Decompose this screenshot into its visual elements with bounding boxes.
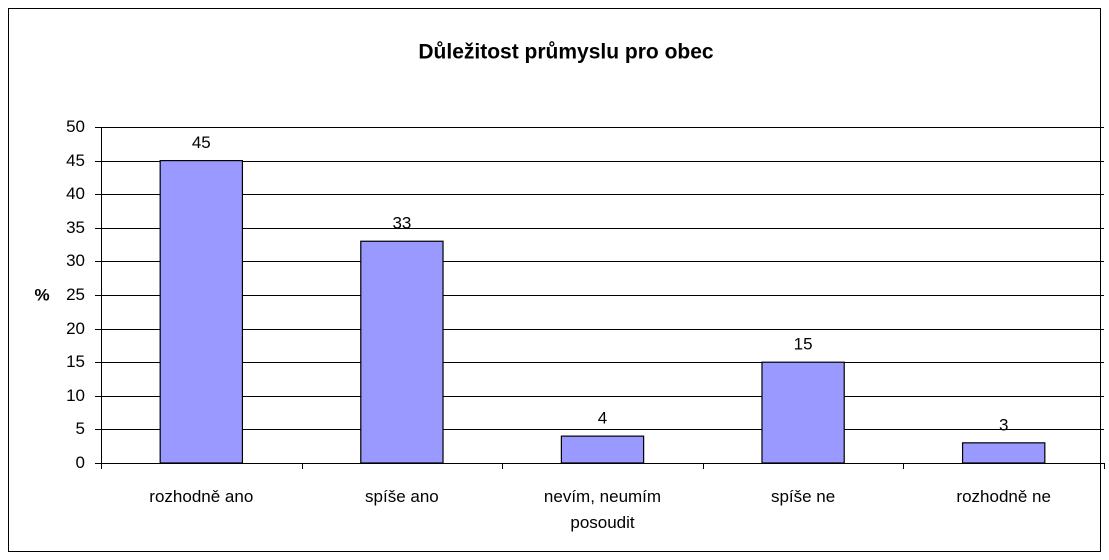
y-tick-label: 15 xyxy=(66,352,85,371)
x-tick-label: rozhodně ano xyxy=(149,487,254,506)
x-tick-label: spíše ne xyxy=(770,487,836,506)
x-tick-label: spíše ano xyxy=(365,487,439,506)
data-label: 33 xyxy=(392,214,411,233)
y-tick-label: 40 xyxy=(66,184,85,203)
y-tick-label: 0 xyxy=(76,453,85,472)
data-label: 4 xyxy=(598,409,607,428)
bar xyxy=(560,435,645,464)
x-tick-label: nevím, neumím posoudit xyxy=(543,487,662,532)
x-tick-label: rozhodně ne xyxy=(956,487,1051,506)
bar xyxy=(360,240,444,464)
y-tick-label: 50 xyxy=(66,117,85,136)
y-tick-label: 45 xyxy=(66,151,85,170)
data-label: 3 xyxy=(999,415,1008,434)
y-tick-label: 25 xyxy=(66,285,85,304)
bar xyxy=(761,361,845,464)
y-tick-label: 30 xyxy=(66,251,85,270)
data-label: 15 xyxy=(794,335,813,354)
y-tick-label: 35 xyxy=(66,218,85,237)
bar xyxy=(159,160,244,464)
bar xyxy=(961,442,1046,464)
y-tick-label: 5 xyxy=(76,419,85,438)
data-label: 45 xyxy=(192,133,211,152)
chart-title: Důležitost průmyslu pro obec xyxy=(418,41,714,64)
y-tick-label: 10 xyxy=(66,386,85,405)
y-axis-label: % xyxy=(34,285,49,304)
y-tick-label: 20 xyxy=(66,319,85,338)
